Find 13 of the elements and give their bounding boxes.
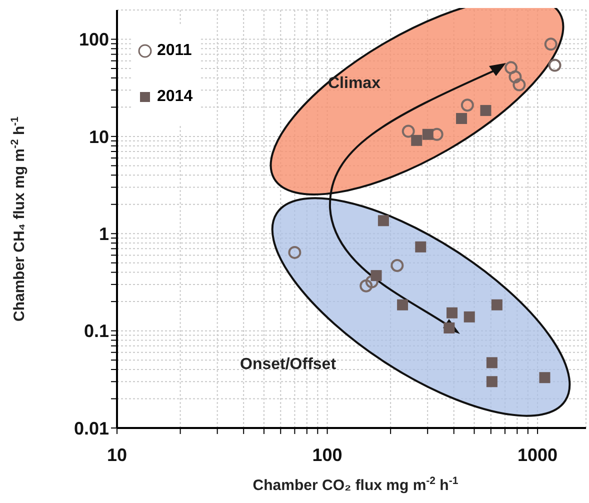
legend-label: 2014	[157, 88, 193, 106]
x-tick-label: 1000	[518, 444, 558, 465]
x-tick-label: 10	[106, 444, 128, 465]
y-tick-label: 10	[88, 126, 109, 147]
x-tick-label: 100	[312, 444, 342, 465]
annotation: Onset/Offset	[240, 356, 337, 373]
legend-label: 2011	[157, 42, 192, 60]
y-tick-label: 100	[78, 30, 109, 50]
y-tick-label: 0.01	[74, 418, 109, 438]
y-tick-label: 0.1	[84, 321, 109, 342]
y-tick-label: 1	[98, 224, 109, 244]
x-axis-title: Chamber CO₂ flux mg m$^{-2}$ h$^{-1}$	[252, 475, 458, 494]
annotation: Climax	[328, 75, 381, 92]
